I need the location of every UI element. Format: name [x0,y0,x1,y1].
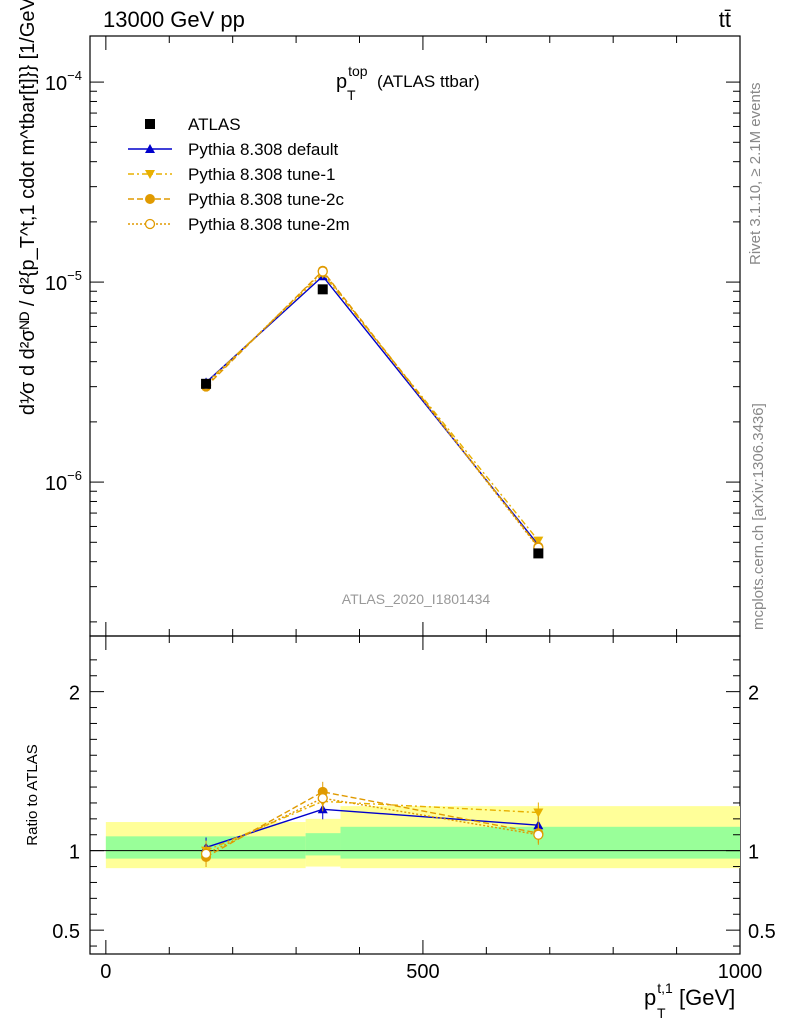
analysis-label: ATLAS_2020_I1801434 [342,591,491,607]
plot-title-suffix: (ATLAS ttbar) [377,72,480,91]
x-axis-label-subscript: T [657,1005,666,1021]
x-tick-label: 500 [406,961,439,983]
data-point [317,266,328,277]
legend-marker [145,170,155,179]
ratio-series-line [205,791,539,858]
data-point [317,284,328,295]
ratio-panel-frame [89,635,741,955]
ratio-y-tick-label: 0.5 [52,921,80,943]
y-tick-label: 10−5 [45,268,82,295]
y-tick-label: 10−4 [45,68,82,95]
ratio-series-layer [200,781,544,868]
series-line [205,272,539,542]
mcplots-label: mcplots.cern.ch [arXiv:1306.3436] [750,403,767,630]
plot-title-subscript: T [347,87,356,103]
legend-label: Pythia 8.308 tune-2c [188,190,344,209]
series-line [205,269,539,548]
process-label: tt̄ [719,7,731,32]
ratio-y-tick-label-right: 1 [748,842,759,864]
ratio-point [200,848,212,859]
legend-marker [145,194,155,204]
ratio-point [533,829,544,840]
legend-marker [144,218,156,230]
ratio-uncertainty-bands [90,806,740,869]
legend-marker [145,119,155,129]
ratio-y-axis-label: Ratio to ATLAS [24,744,41,845]
legend-marker [145,144,155,153]
main-y-axis-label: d¹⁄σ d d²σᴺᴰ / d²{p_T^t,1 cdot m^tbar[t]… [17,0,39,415]
data-point [201,378,212,389]
legend: ATLAS Pythia 8.308 default Pythia 8.308 tu… [128,115,350,234]
main-axis-ticks: 10−4 10−5 10−6 [45,36,741,636]
series-line [205,275,539,546]
ratio-axis-ticks: 0.5 0.5 1 1 2 2 0 500 1000 [52,636,776,983]
x-axis-label-suffix: [GeV] [679,985,735,1010]
legend-label: ATLAS [188,115,241,134]
legend-label: Pythia 8.308 default [188,140,339,159]
x-axis-label: pt,1 [644,980,673,1010]
ratio-point [317,793,328,804]
plot-title: ptop [336,63,368,93]
legend-label: Pythia 8.308 tune-1 [188,165,335,184]
legend-label: Pythia 8.308 tune-2m [188,215,350,234]
ratio-y-tick-label-right: 0.5 [748,921,776,943]
ratio-y-tick-label: 1 [69,842,80,864]
stat-uncertainty-band [305,833,341,856]
rivet-version-label: Rivet 3.1.10, ≥ 2.1M events [747,83,764,266]
y-tick-label: 10−6 [45,468,82,495]
series-line [205,270,539,549]
x-tick-label: 1000 [718,961,763,983]
ratio-y-tick-label: 2 [69,683,80,705]
x-tick-label: 0 [100,961,111,983]
ratio-point [533,808,544,818]
ratio-y-tick-label-right: 2 [748,683,759,705]
data-point [533,548,544,559]
data-point [533,536,544,546]
main-series-layer [200,265,544,559]
energy-label: 13000 GeV pp [103,7,245,32]
